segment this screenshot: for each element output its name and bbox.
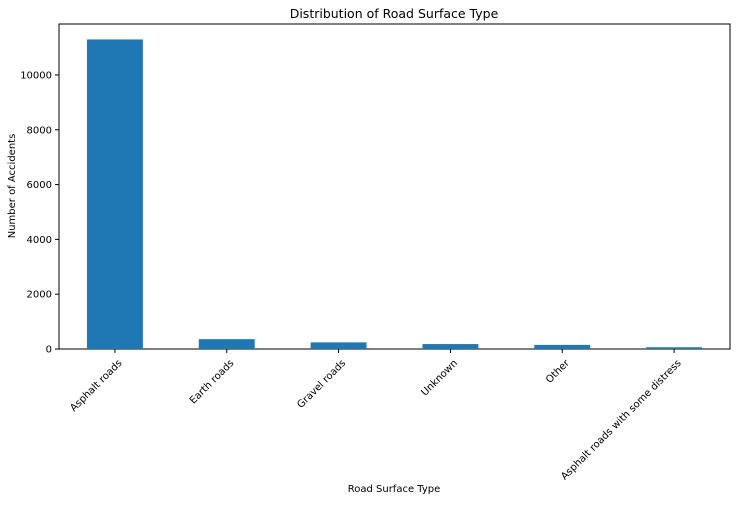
- chart-title: Distribution of Road Surface Type: [290, 6, 499, 21]
- x-tick-label: Asphalt roads: [68, 358, 124, 414]
- x-tick-label: Gravel roads: [295, 358, 348, 411]
- plot-frame: [58, 23, 731, 350]
- y-tick-label: 8000: [27, 125, 52, 136]
- x-tick-label: Other: [544, 357, 572, 385]
- bars-layer: [86, 39, 703, 349]
- bar: [86, 39, 143, 349]
- bar: [198, 339, 255, 349]
- y-tick-label: 6000: [27, 180, 52, 191]
- x-axis-label: Road Surface Type: [348, 484, 441, 495]
- y-axis-label: Number of Accidents: [7, 134, 18, 239]
- y-tick-label: 4000: [27, 235, 52, 246]
- x-tick-label: Asphalt roads with some distress: [559, 358, 684, 483]
- bar: [534, 344, 591, 349]
- x-tick-label: Unknown: [419, 358, 460, 399]
- plot-area: [58, 23, 731, 350]
- bar: [646, 347, 703, 349]
- y-axis: 0 2000 4000 6000 8000 10000: [20, 70, 59, 356]
- y-tick-label: 10000: [20, 70, 52, 81]
- y-tick-label: 2000: [27, 290, 52, 301]
- bar: [422, 344, 479, 349]
- x-axis: Asphalt roads Earth roads Gravel roads Unkn…: [68, 349, 684, 483]
- x-tick-label: Earth roads: [188, 358, 237, 407]
- bar: [310, 342, 367, 349]
- y-tick-label: 0: [46, 345, 52, 356]
